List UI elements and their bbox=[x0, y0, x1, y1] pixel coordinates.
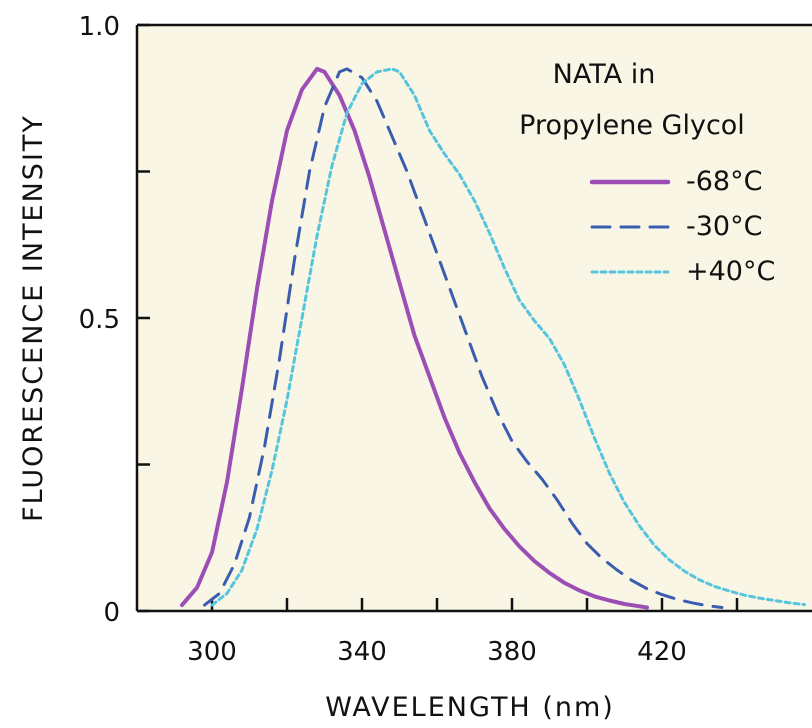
x-tick-label: 420 bbox=[637, 637, 687, 667]
x-axis-title: WAVELENGTH (nm) bbox=[325, 692, 615, 723]
y-tick-label: 0 bbox=[103, 598, 120, 628]
series-line-0 bbox=[180, 66, 649, 610]
legend-label-2: +40°C bbox=[686, 256, 775, 287]
y-tick-label: 0.5 bbox=[79, 305, 120, 335]
y-axis-title: FLUORESCENCE INTENSITY bbox=[18, 114, 49, 522]
series-line-2 bbox=[210, 67, 806, 607]
x-tick-label: 380 bbox=[487, 637, 537, 667]
legend-title-line-2: Propylene Glycol bbox=[519, 110, 745, 141]
x-tick-label: 300 bbox=[187, 637, 237, 667]
series-line-1 bbox=[203, 67, 724, 609]
legend-label-1: -30°C bbox=[686, 211, 762, 242]
legend-label-0: -68°C bbox=[686, 166, 762, 197]
y-tick-label: 1.0 bbox=[79, 12, 120, 42]
legend-title-line-1: NATA in bbox=[553, 59, 656, 90]
x-tick-label: 340 bbox=[337, 637, 387, 667]
